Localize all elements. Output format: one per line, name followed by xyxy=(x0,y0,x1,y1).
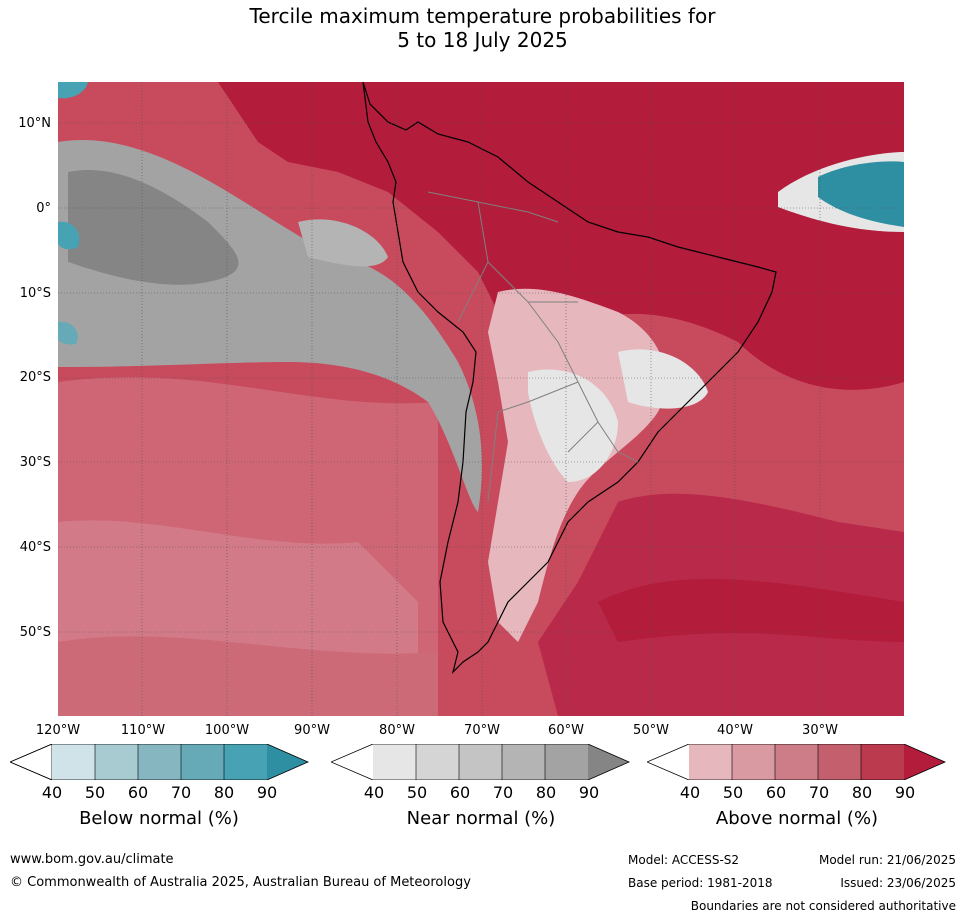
cbar-below-tick: 40 xyxy=(41,783,63,802)
cbar-near-max-arrow xyxy=(588,744,629,780)
copyright-text: © Commonwealth of Australia 2025, Austra… xyxy=(10,875,471,890)
cbar-near-seg-1 xyxy=(416,744,459,780)
coastline xyxy=(362,82,777,674)
cbar-above-tick: 50 xyxy=(722,783,744,802)
cbar-below-title: Below normal (%) xyxy=(79,808,239,829)
cbar-near-tick: 80 xyxy=(535,783,557,802)
lon-label-60w: 60°W xyxy=(548,723,584,738)
lat-label-20s: 20°S xyxy=(19,370,51,385)
lat-label-50s: 50°S xyxy=(19,625,51,640)
lon-label-120w: 120°W xyxy=(35,723,81,738)
lat-label-10n: 10°N xyxy=(18,116,51,131)
cbar-below-seg-4 xyxy=(224,744,267,780)
near-normal-core-region xyxy=(68,170,239,285)
colorbar-above-normal xyxy=(647,744,946,780)
south-atlantic-core-region xyxy=(598,578,904,642)
cbar-above-max-arrow xyxy=(904,744,945,780)
title-line-1: Tercile maximum temperature probabilitie… xyxy=(249,4,716,28)
country-borders xyxy=(427,191,639,503)
lon-label-50w: 50°W xyxy=(633,723,669,738)
atlantic-below-normal-region xyxy=(818,161,904,227)
cbar-above-seg-1 xyxy=(732,744,775,780)
map-canvas xyxy=(58,82,904,716)
map-title: Tercile maximum temperature probabilitie… xyxy=(0,4,965,52)
lon-label-40w: 40°W xyxy=(717,723,753,738)
lon-label-110w: 110°W xyxy=(120,723,166,738)
colorbar-near-normal xyxy=(331,744,630,780)
cbar-above-seg-0 xyxy=(689,744,732,780)
tropical-strong-red-region xyxy=(218,82,904,390)
cbar-below-tick: 70 xyxy=(170,783,192,802)
cbar-near-tick: 90 xyxy=(578,783,600,802)
cbar-above-tick: 80 xyxy=(851,783,873,802)
below-normal-patch-nw xyxy=(58,82,88,99)
lat-label-40s: 40°S xyxy=(19,540,51,555)
issued-date: Issued: 23/06/2025 xyxy=(840,876,956,890)
cbar-above-title: Above normal (%) xyxy=(715,808,879,829)
website-link[interactable]: www.bom.gov.au/climate xyxy=(10,852,174,867)
graticule xyxy=(58,82,904,716)
cbar-above-tick: 60 xyxy=(765,783,787,802)
cbar-above-seg-4 xyxy=(861,744,904,780)
cbar-below-seg-2 xyxy=(138,744,181,780)
near-normal-patch xyxy=(298,219,388,267)
cbar-near-seg-4 xyxy=(545,744,588,780)
cbar-below-seg-1 xyxy=(95,744,138,780)
cbar-below-max-arrow xyxy=(267,744,308,780)
lat-label-0: 0° xyxy=(36,201,51,216)
cbar-near-tick: 50 xyxy=(406,783,428,802)
cbar-above-seg-3 xyxy=(818,744,861,780)
lon-label-90w: 90°W xyxy=(294,723,330,738)
cbar-below-tick: 80 xyxy=(213,783,235,802)
cbar-near-seg-2 xyxy=(459,744,502,780)
cbar-below-tick: 50 xyxy=(84,783,106,802)
interior-near-normal-region xyxy=(528,369,618,482)
boundary-disclaimer: Boundaries are not considered authoritat… xyxy=(690,899,956,913)
brazil-near-normal-region xyxy=(618,349,708,409)
colorbar-below-normal xyxy=(10,744,309,780)
cbar-near-title: Near normal (%) xyxy=(406,808,556,829)
cbar-below-tick: 60 xyxy=(127,783,149,802)
lon-label-30w: 30°W xyxy=(802,723,838,738)
cbar-above-tick: 70 xyxy=(808,783,830,802)
cbar-near-tick: 60 xyxy=(449,783,471,802)
lon-label-100w: 100°W xyxy=(204,723,250,738)
cbar-below-seg-3 xyxy=(181,744,224,780)
lat-label-30s: 30°S xyxy=(19,455,51,470)
model-run-date: Model run: 21/06/2025 xyxy=(818,853,956,867)
cbar-below-seg-0 xyxy=(52,744,95,780)
cbar-above-tick: 40 xyxy=(679,783,701,802)
title-line-2: 5 to 18 July 2025 xyxy=(397,28,568,52)
cbar-above-seg-2 xyxy=(775,744,818,780)
lat-label-10s: 10°S xyxy=(19,286,51,301)
far-south-region xyxy=(58,636,438,716)
lon-label-70w: 70°W xyxy=(464,723,500,738)
cbar-above-min-arrow xyxy=(647,744,689,780)
cbar-above-tick: 90 xyxy=(894,783,916,802)
cbar-near-seg-0 xyxy=(373,744,416,780)
cbar-near-tick: 40 xyxy=(363,783,385,802)
base-period: Base period: 1981-2018 xyxy=(628,876,773,890)
model-name: Model: ACCESS-S2 xyxy=(628,853,740,867)
probability-map xyxy=(58,82,904,716)
lon-label-80w: 80°W xyxy=(379,723,415,738)
cbar-near-seg-3 xyxy=(502,744,545,780)
cbar-near-min-arrow xyxy=(331,744,373,780)
below-normal-patch-w xyxy=(58,221,80,250)
cbar-below-min-arrow xyxy=(10,744,53,780)
cbar-near-tick: 70 xyxy=(492,783,514,802)
below-normal-patch-sw xyxy=(58,321,78,345)
cbar-below-tick: 90 xyxy=(256,783,278,802)
